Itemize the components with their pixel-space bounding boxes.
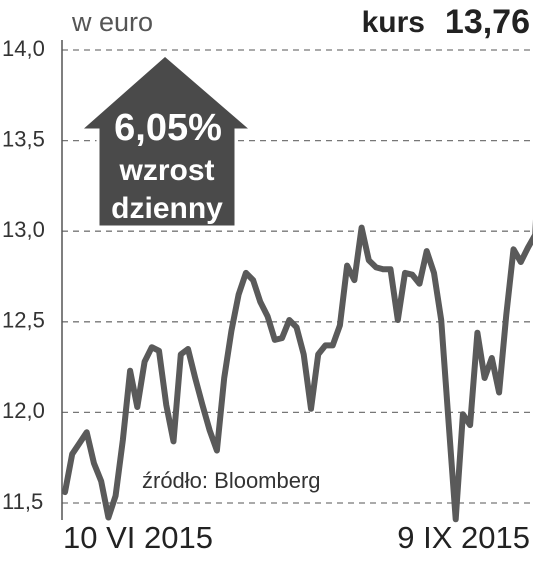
y-tick-label: 11,5 xyxy=(2,489,43,514)
price-line xyxy=(62,219,533,523)
callout-arrow xyxy=(76,53,257,229)
x-tick-label: 9 IX 2015 xyxy=(397,520,530,555)
callout-line1: wzrost xyxy=(118,154,214,187)
y-tick-label: 13,5 xyxy=(2,126,45,151)
y-tick-label: 12,0 xyxy=(2,398,45,423)
callout: 6,05% wzrost dzienny xyxy=(76,53,257,229)
x-tick-label: 10 VI 2015 xyxy=(63,520,213,555)
callout-value: 6,05% xyxy=(114,107,222,149)
y-tick-label: 14,0 xyxy=(2,36,45,61)
y-tick-label: 13,0 xyxy=(2,217,45,242)
plot: 11,5 12,0 12,5 13,0 13,5 14,0 10 VI 2015 9 IX 2… xyxy=(2,36,533,555)
y-tick-label: 12,5 xyxy=(2,308,45,333)
callout-line2: dzienny xyxy=(111,192,223,225)
unit-label: w euro xyxy=(71,7,153,37)
last-value: 13,76 xyxy=(445,3,530,41)
source: źródło: Bloomberg xyxy=(142,468,321,493)
kurs-label: kurs xyxy=(362,6,425,39)
